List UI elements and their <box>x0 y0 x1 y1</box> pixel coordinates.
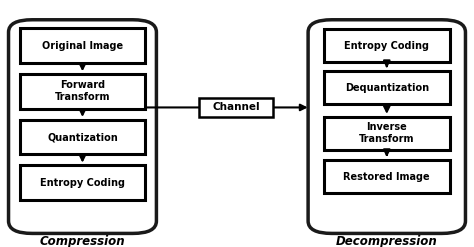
Text: Dequantization: Dequantization <box>345 83 429 93</box>
FancyBboxPatch shape <box>324 29 449 62</box>
FancyBboxPatch shape <box>324 71 449 104</box>
FancyBboxPatch shape <box>9 20 156 233</box>
FancyBboxPatch shape <box>308 20 465 233</box>
FancyBboxPatch shape <box>20 74 145 109</box>
Text: Original Image: Original Image <box>42 41 123 51</box>
FancyBboxPatch shape <box>20 165 145 200</box>
Text: Entropy Coding: Entropy Coding <box>344 41 429 51</box>
FancyBboxPatch shape <box>20 120 145 154</box>
Text: Decompression: Decompression <box>336 235 438 247</box>
Text: Compression: Compression <box>40 235 125 247</box>
Text: Forward
Transform: Forward Transform <box>55 80 110 103</box>
Text: Channel: Channel <box>212 103 260 112</box>
FancyBboxPatch shape <box>324 117 449 150</box>
Text: Quantization: Quantization <box>47 132 118 142</box>
Text: Restored Image: Restored Image <box>344 172 430 182</box>
Text: Inverse
Transform: Inverse Transform <box>359 122 415 144</box>
FancyBboxPatch shape <box>200 98 273 117</box>
FancyBboxPatch shape <box>324 160 449 193</box>
Text: Entropy Coding: Entropy Coding <box>40 178 125 188</box>
FancyBboxPatch shape <box>20 28 145 63</box>
